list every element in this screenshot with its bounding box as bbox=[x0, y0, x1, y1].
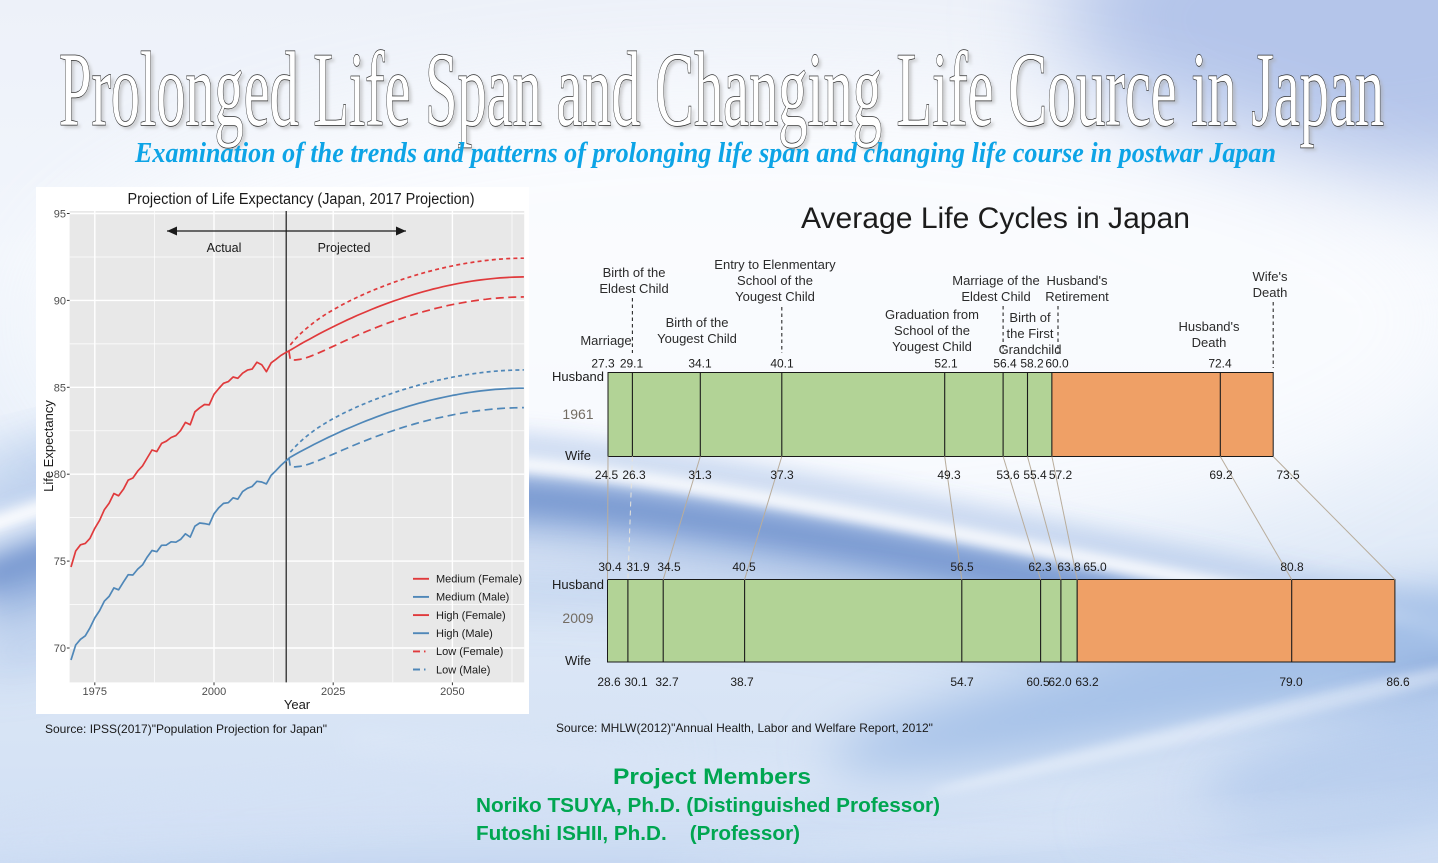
svg-text:30.4: 30.4 bbox=[598, 560, 622, 574]
svg-text:2025: 2025 bbox=[321, 686, 345, 698]
svg-text:Noriko TSUYA, Ph.D. (Distingui: Noriko TSUYA, Ph.D. (Distinguished Profe… bbox=[476, 795, 940, 817]
svg-text:62.0: 62.0 bbox=[1048, 675, 1072, 689]
svg-text:73.5: 73.5 bbox=[1276, 468, 1300, 482]
svg-text:Eldest Child: Eldest Child bbox=[961, 289, 1030, 304]
svg-text:34.5: 34.5 bbox=[657, 560, 681, 574]
svg-text:24.5: 24.5 bbox=[595, 468, 619, 482]
svg-text:2009: 2009 bbox=[562, 610, 593, 626]
svg-text:40.5: 40.5 bbox=[732, 560, 756, 574]
svg-text:High (Female): High (Female) bbox=[436, 610, 506, 622]
svg-text:69.2: 69.2 bbox=[1209, 468, 1233, 482]
svg-text:Year: Year bbox=[284, 697, 311, 712]
svg-text:57.2: 57.2 bbox=[1049, 468, 1073, 482]
svg-text:Prolonged Life Span and Changi: Prolonged Life Span and Changing Life Co… bbox=[62, 34, 1387, 151]
svg-text:Yougest Child: Yougest Child bbox=[735, 289, 815, 304]
svg-text:Yougest Child: Yougest Child bbox=[892, 339, 972, 354]
svg-text:Yougest Child: Yougest Child bbox=[657, 331, 737, 346]
svg-text:Eldest Child: Eldest Child bbox=[599, 281, 668, 296]
svg-text:55.4: 55.4 bbox=[1023, 468, 1047, 482]
svg-text:85: 85 bbox=[54, 382, 66, 394]
svg-text:63.8: 63.8 bbox=[1057, 560, 1081, 574]
svg-text:Futoshi ISHII, Ph.D. (Profe: Futoshi ISHII, Ph.D. (Professor) bbox=[476, 823, 800, 845]
svg-text:56.5: 56.5 bbox=[950, 560, 974, 574]
svg-text:Wife: Wife bbox=[565, 448, 591, 463]
svg-text:26.3: 26.3 bbox=[622, 468, 646, 482]
svg-text:31.3: 31.3 bbox=[688, 468, 712, 482]
svg-text:Marriage of the: Marriage of the bbox=[952, 273, 1039, 288]
svg-text:Wife's: Wife's bbox=[1253, 269, 1288, 284]
svg-text:2050: 2050 bbox=[440, 686, 464, 698]
svg-text:Low (Male): Low (Male) bbox=[436, 664, 490, 676]
svg-text:Grandchild: Grandchild bbox=[999, 342, 1062, 357]
svg-text:Husband's: Husband's bbox=[1046, 273, 1108, 288]
svg-text:Low (Female): Low (Female) bbox=[436, 646, 503, 658]
svg-text:58.2: 58.2 bbox=[1020, 357, 1044, 371]
svg-text:29.1: 29.1 bbox=[620, 357, 644, 371]
svg-text:75: 75 bbox=[54, 556, 66, 568]
svg-text:Retirement: Retirement bbox=[1045, 289, 1109, 304]
svg-text:72.4: 72.4 bbox=[1208, 357, 1232, 371]
svg-text:79.0: 79.0 bbox=[1279, 675, 1303, 689]
svg-text:Medium (Female): Medium (Female) bbox=[436, 574, 522, 586]
svg-text:School of the: School of the bbox=[894, 323, 970, 338]
svg-text:65.0: 65.0 bbox=[1083, 560, 1107, 574]
svg-text:Graduation from: Graduation from bbox=[885, 307, 979, 322]
svg-text:Actual: Actual bbox=[207, 241, 242, 255]
svg-text:34.1: 34.1 bbox=[688, 357, 712, 371]
svg-text:Death: Death bbox=[1253, 285, 1288, 300]
svg-text:Source: IPSS(2017)"Population: Source: IPSS(2017)"Population Projection… bbox=[45, 722, 327, 736]
svg-text:Projection of Life Expectancy: Projection of Life Expectancy (Japan, 20… bbox=[128, 191, 475, 208]
svg-text:Husband: Husband bbox=[552, 369, 604, 384]
svg-text:Prolonged Life Span and Changi: Prolonged Life Span and Changing Life Co… bbox=[59, 31, 1384, 148]
svg-text:Birth of the: Birth of the bbox=[666, 315, 729, 330]
svg-text:Birth of: Birth of bbox=[1009, 310, 1051, 325]
svg-text:Wife: Wife bbox=[565, 653, 591, 668]
svg-text:1975: 1975 bbox=[83, 686, 107, 698]
svg-text:80: 80 bbox=[54, 469, 66, 481]
svg-text:30.1: 30.1 bbox=[624, 675, 648, 689]
svg-text:38.7: 38.7 bbox=[730, 675, 754, 689]
svg-text:Examination of the trends and: Examination of the trends and patterns o… bbox=[134, 138, 1276, 169]
svg-text:Projected: Projected bbox=[318, 241, 371, 255]
svg-text:Death: Death bbox=[1192, 335, 1227, 350]
svg-text:70: 70 bbox=[54, 643, 66, 655]
svg-text:60.5: 60.5 bbox=[1026, 675, 1050, 689]
svg-text:2000: 2000 bbox=[202, 686, 226, 698]
svg-text:95: 95 bbox=[54, 209, 66, 221]
svg-text:60.0: 60.0 bbox=[1045, 357, 1069, 371]
svg-text:Average Life Cycles in Japan: Average Life Cycles in Japan bbox=[801, 202, 1190, 235]
svg-text:52.1: 52.1 bbox=[934, 357, 958, 371]
svg-text:56.4: 56.4 bbox=[993, 357, 1017, 371]
svg-text:37.3: 37.3 bbox=[770, 468, 794, 482]
svg-text:54.7: 54.7 bbox=[950, 675, 974, 689]
svg-text:the First: the First bbox=[1007, 326, 1054, 341]
svg-text:32.7: 32.7 bbox=[655, 675, 679, 689]
svg-text:Husband's: Husband's bbox=[1178, 319, 1240, 334]
svg-text:Medium (Male): Medium (Male) bbox=[436, 592, 509, 604]
svg-text:1961: 1961 bbox=[562, 406, 593, 422]
svg-text:Birth of the: Birth of the bbox=[603, 265, 666, 280]
svg-text:Marriage: Marriage bbox=[580, 333, 631, 348]
svg-text:80.8: 80.8 bbox=[1280, 560, 1304, 574]
svg-text:40.1: 40.1 bbox=[770, 357, 794, 371]
svg-text:63.2: 63.2 bbox=[1075, 675, 1099, 689]
svg-text:Source: MHLW(2012)"Annual Heal: Source: MHLW(2012)"Annual Health, Labor … bbox=[556, 721, 933, 735]
svg-text:90: 90 bbox=[54, 295, 66, 307]
svg-text:School of the: School of the bbox=[737, 273, 813, 288]
svg-text:Husband: Husband bbox=[552, 577, 604, 592]
svg-text:Project Members: Project Members bbox=[613, 764, 811, 789]
svg-text:28.6: 28.6 bbox=[597, 675, 621, 689]
svg-text:53.6: 53.6 bbox=[996, 468, 1020, 482]
svg-text:62.3: 62.3 bbox=[1028, 560, 1052, 574]
svg-text:27.3: 27.3 bbox=[591, 357, 615, 371]
svg-text:86.6: 86.6 bbox=[1386, 675, 1410, 689]
svg-text:49.3: 49.3 bbox=[937, 468, 961, 482]
svg-text:High (Male): High (Male) bbox=[436, 628, 493, 640]
svg-text:Life Expectancy: Life Expectancy bbox=[41, 400, 56, 492]
svg-text:Entry to Elenmentary: Entry to Elenmentary bbox=[714, 257, 836, 272]
svg-text:31.9: 31.9 bbox=[626, 560, 650, 574]
